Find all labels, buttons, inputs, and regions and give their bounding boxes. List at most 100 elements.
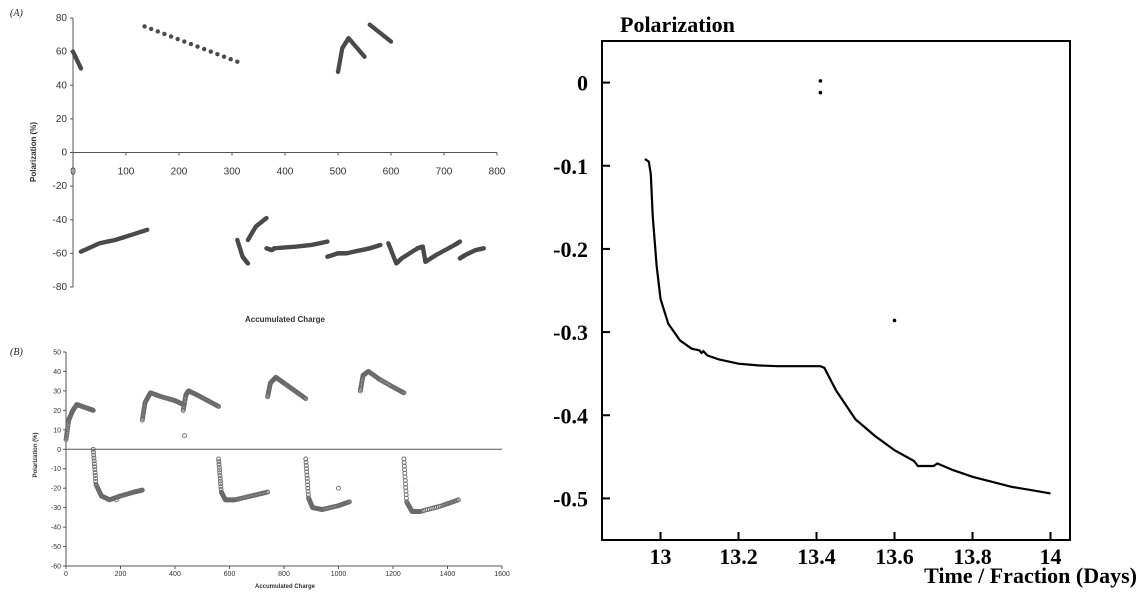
- polarization-x-label: Time / Fraction (Days): [924, 563, 1137, 588]
- panel-b-data-point: [217, 478, 223, 484]
- panel-b-data-point: [90, 446, 96, 452]
- panel-a-data-point: [378, 242, 383, 248]
- panel-b-data-point: [218, 484, 224, 490]
- panel-b-data-point: [91, 458, 97, 464]
- panel-a-y-tick-label: 0: [61, 148, 67, 159]
- panel-b-data-point: [218, 481, 224, 487]
- panel-b-outlier-point: [182, 433, 187, 439]
- panel-b-data-point: [217, 467, 222, 473]
- panel-a-data-point: [142, 24, 147, 29]
- panel-a-y-tick-label: 40: [56, 80, 68, 91]
- panel-a-y-tick-label: 60: [56, 47, 68, 58]
- polarization-series: [644, 158, 1051, 495]
- panel-a-x-tick-label: 600: [383, 167, 400, 178]
- panel-b-data-point: [401, 390, 407, 396]
- panel-a-x-tick-label: 0: [70, 167, 76, 178]
- panel-b-x-tick-label: 800: [278, 571, 290, 578]
- panel-a-y-tick-label: -20: [53, 181, 68, 192]
- panel-a-data-point: [182, 39, 187, 44]
- panel-a-data-point: [325, 239, 330, 244]
- panel-a-x-tick-label: 100: [118, 167, 135, 178]
- panel-b-data-point: [305, 488, 311, 494]
- panel-b-y-tick-label: 20: [53, 408, 61, 415]
- panel-a-y-tick-label: -40: [53, 215, 68, 226]
- panel-b-data-point: [304, 466, 309, 472]
- panel-a-data-point: [245, 261, 251, 266]
- panel-a-data-point: [201, 46, 207, 52]
- panel-b-y-tick-label: 30: [53, 388, 61, 395]
- panel-b-y-tick-label: -40: [51, 525, 61, 532]
- panel-b-tag: (B): [10, 347, 23, 358]
- panel-b-outlier-point: [336, 485, 341, 491]
- polarization-x-tick-label: 14: [1040, 544, 1062, 569]
- panel-b-x-tick-label: 1400: [440, 571, 456, 578]
- panel-b-y-tick-label: 0: [57, 447, 61, 454]
- polarization-y-tick-label: -0.3: [553, 320, 588, 345]
- polarization-x-tick-label: 13.8: [953, 544, 992, 569]
- panel-b-data-point: [216, 456, 222, 462]
- panel-b-data-point: [217, 473, 223, 478]
- panel-b-data-point: [91, 449, 96, 455]
- panel-b-data-point: [92, 464, 98, 470]
- polarization-ticks: 0 -0.1 -0.2 -0.3 -0.4 -0.5 13 13.2 13.4 13.6 13.8 1…: [553, 71, 1061, 569]
- panel-b-y-tick-label: 50: [53, 350, 61, 357]
- polarization-y-tick-label: -0.4: [553, 403, 588, 428]
- panel-b-data-point: [302, 395, 308, 401]
- panel-a-x-tick-label: 400: [277, 167, 294, 178]
- polarization-x-tick-label: 13.2: [719, 544, 758, 569]
- panel-b-x-tick-label: 400: [169, 571, 181, 578]
- panel-a-data-point: [228, 56, 233, 62]
- panel-b-y-tick-label: -30: [51, 505, 61, 512]
- panel-b-x-tick-label: 1200: [385, 571, 401, 578]
- panel-b-y-tick-label: -50: [51, 544, 61, 551]
- polarization-outlier-point: [892, 318, 897, 323]
- panel-b-data-point: [216, 462, 222, 467]
- panel-b-y-tick-label: 10: [53, 427, 61, 434]
- panel-b-data-point: [92, 467, 98, 473]
- panel-a-data-point: [215, 51, 220, 57]
- panel-b-data-point: [216, 404, 222, 409]
- panel-a-data-point: [155, 29, 160, 34]
- panel-b-data-point: [90, 407, 96, 413]
- polarization-y-tick-label: -0.1: [553, 154, 588, 179]
- panel-b-data-point: [304, 476, 310, 481]
- panel-b-data-point: [139, 487, 145, 493]
- panel-b-data-point: [93, 476, 98, 481]
- panel-b-data-point: [303, 456, 309, 462]
- panel-a-x-tick-label: 800: [489, 167, 506, 178]
- panel-a-data-point: [148, 26, 154, 32]
- panel-b-outlier-point: [113, 497, 119, 503]
- panel-b-data-point: [217, 475, 223, 481]
- panel-a-y-tick-label: -80: [53, 282, 68, 293]
- panel-b-data-point: [304, 472, 310, 478]
- polarization-series-line: [644, 158, 1051, 495]
- panel-a-tag: (A): [10, 8, 23, 19]
- panel-b-x-label: Accumulated Charge: [255, 584, 316, 590]
- panel-a-points: [70, 22, 486, 266]
- panel-b-y-tick-label: -20: [51, 486, 61, 493]
- polarization-y-tick-label: -0.5: [553, 486, 588, 511]
- polarization-outliers: [818, 79, 897, 323]
- polarization-plot-frame: [601, 40, 1071, 541]
- panel-a-data-point: [264, 215, 269, 221]
- panel-a-data-point: [78, 66, 84, 71]
- polarization-x-tick-label: 13.6: [875, 544, 914, 569]
- panel-b-y-label: Polarization (%): [33, 432, 39, 477]
- panel-b-data-point: [91, 452, 97, 458]
- panel-a-y-label: Polarization (%): [29, 122, 38, 182]
- panel-b-x-tick-label: 1000: [331, 571, 347, 578]
- panel-b-data-point: [91, 455, 97, 461]
- panel-b-data-point: [304, 479, 310, 485]
- panel-b-data-point: [305, 482, 311, 488]
- panel-b-data-point: [216, 464, 222, 470]
- panel-b-y-tick-label: -60: [51, 564, 61, 571]
- polarization-outlier-point: [818, 79, 823, 83]
- panel-b-data-point: [265, 489, 271, 495]
- panel-b-x-tick-label: 0: [64, 571, 68, 578]
- panel-b-data-point: [92, 473, 98, 478]
